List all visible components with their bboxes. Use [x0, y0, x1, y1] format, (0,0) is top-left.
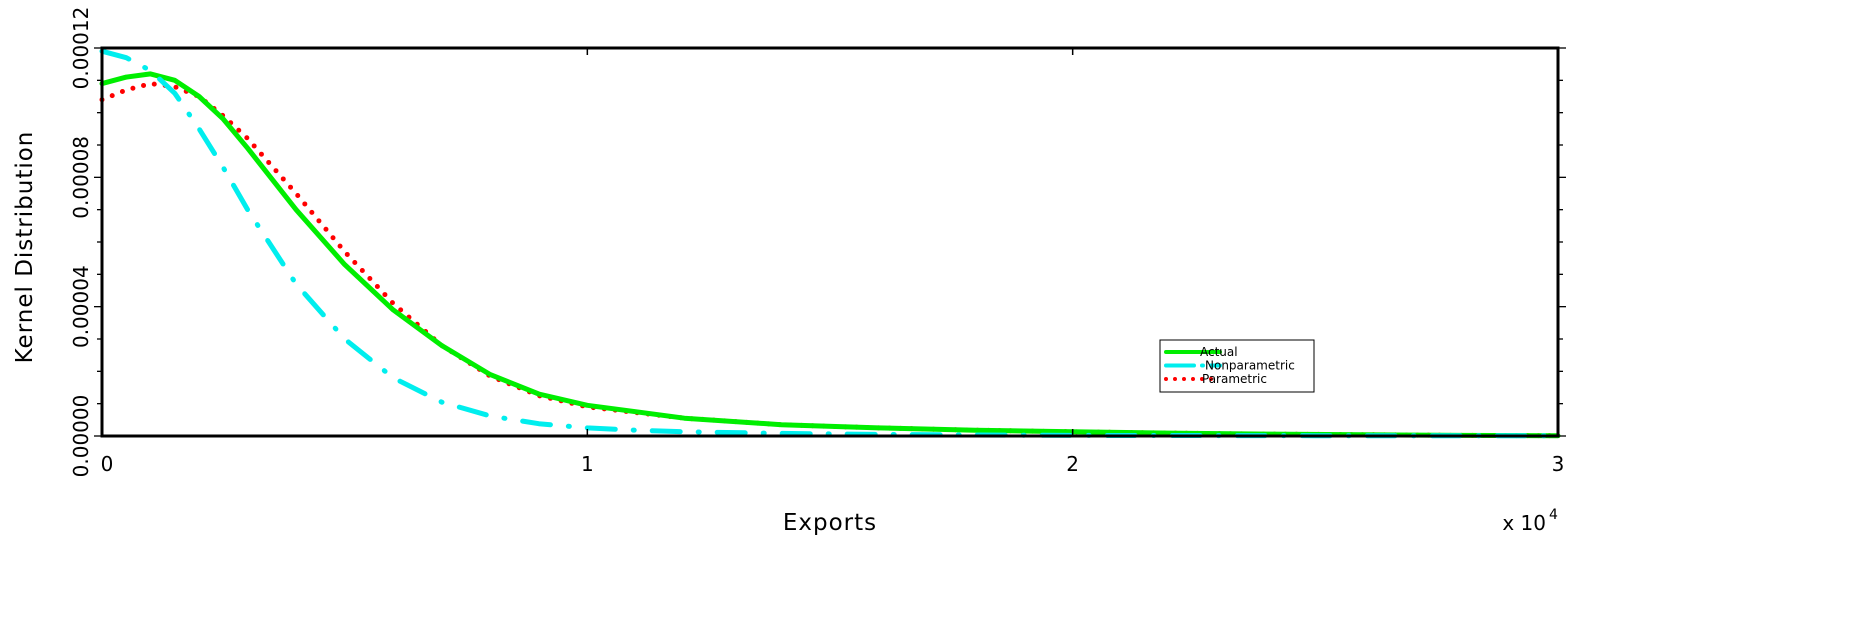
legend-label-nonparametric: Nonparametric: [1205, 359, 1295, 373]
series-line-parametric: [99, 81, 1561, 439]
y-tick-label: 0.00008: [69, 136, 93, 219]
x-axis-multiplier-exponent: 4: [1549, 507, 1558, 523]
x-tick-label: 2: [1066, 452, 1079, 476]
labels-layer: 0 1 2 3 0.00000 0.00004 0.00008 0.00012: [69, 7, 1564, 478]
x-axis-multiplier: x 10 4: [1502, 507, 1558, 535]
ticks-layer: [94, 47, 1566, 437]
x-axis-multiplier-base: x 10: [1502, 511, 1546, 535]
x-axis-label: Exports: [783, 510, 877, 536]
y-tick-label: 0.00000: [69, 395, 93, 478]
y-tick-label: 0.00004: [69, 265, 93, 348]
y-tick-label: 0.00012: [69, 7, 93, 90]
x-tick-label: 1: [581, 452, 594, 476]
series-line-actual: [99, 71, 1561, 439]
x-tick-label: 0: [101, 452, 114, 476]
series-line-nonparametric: [99, 48, 1561, 439]
y-axis-label: Kernel Distribution: [12, 131, 38, 364]
legend-label-parametric: Parametric: [1202, 372, 1267, 386]
plot-frame: [100, 46, 1560, 438]
x-tick-label: 3: [1552, 452, 1565, 476]
series-layer: [99, 48, 1561, 439]
legend-label-actual: Actual: [1200, 345, 1238, 359]
